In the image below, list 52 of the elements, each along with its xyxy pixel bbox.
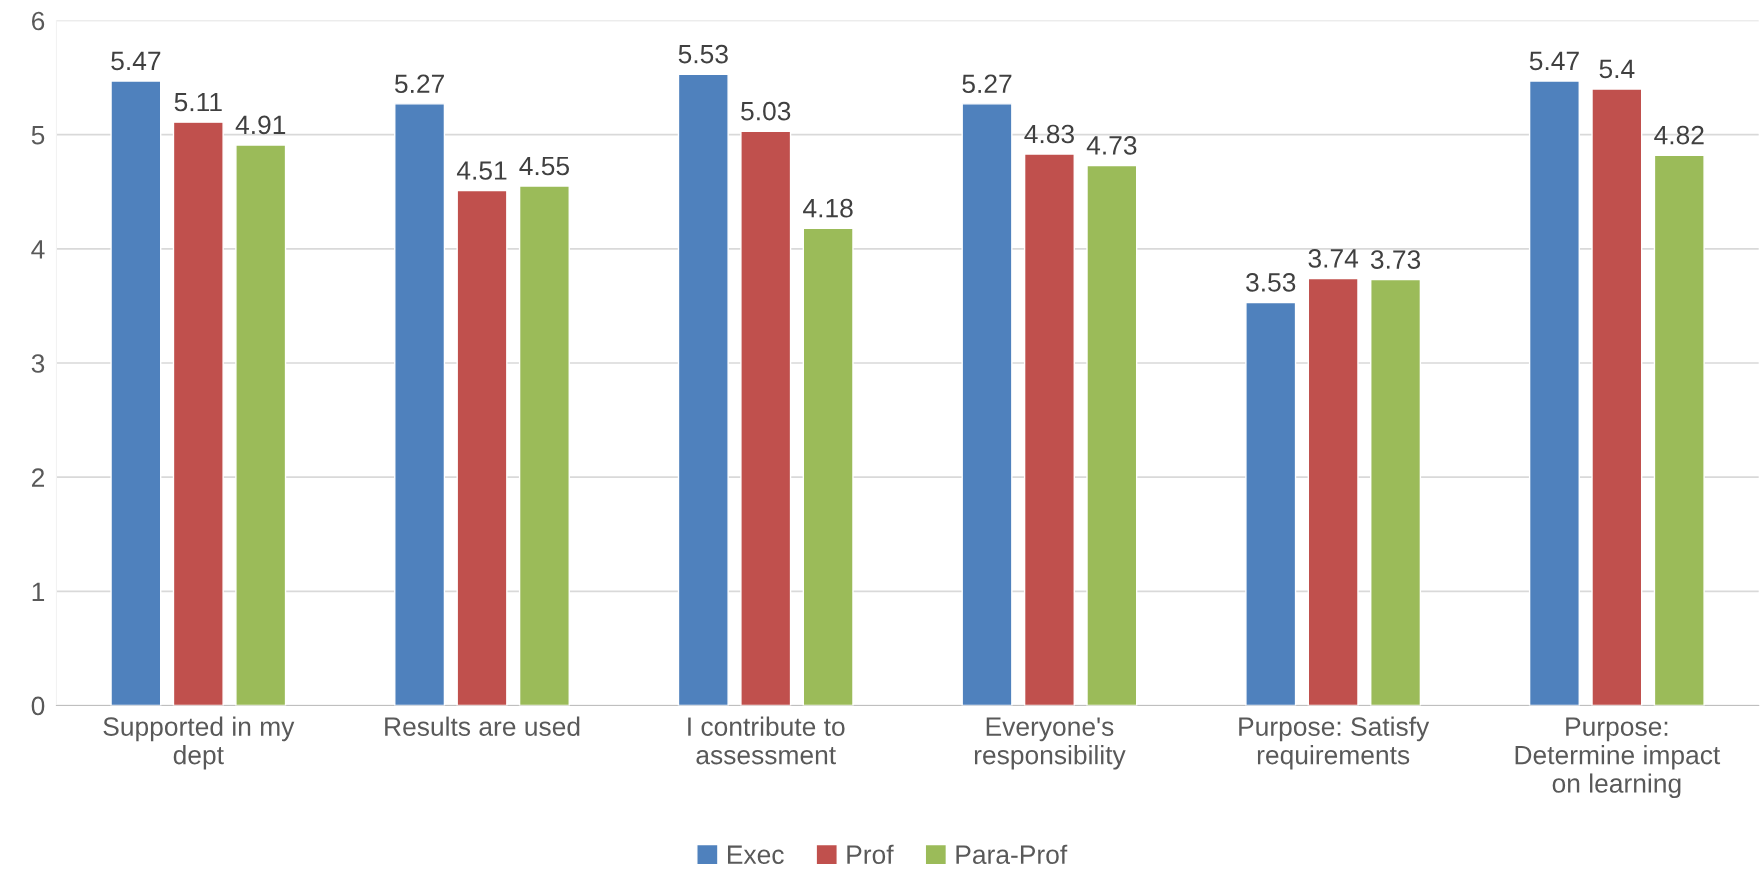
bar [1591, 88, 1643, 706]
bar [1086, 164, 1138, 706]
data-label: 5.47 [111, 51, 161, 71]
data-label: 5.03 [741, 101, 791, 121]
data-label: 4.51 [456, 161, 507, 180]
data-label: 4.83 [1024, 124, 1074, 144]
bar [740, 130, 792, 706]
data-label: 4.82 [1654, 125, 1704, 145]
bar [518, 185, 570, 706]
x-tick-label: Purpose: Satisfy requirements [1239, 716, 1430, 770]
bar [1245, 301, 1297, 706]
y-tick-label: 1 [32, 582, 45, 601]
bar [456, 189, 508, 706]
bar [1528, 80, 1580, 706]
bar [961, 103, 1013, 706]
data-label: 5.27 [962, 74, 1012, 94]
bar [1653, 154, 1705, 706]
data-label: 3.53 [1246, 273, 1296, 292]
x-tick-label: I contribute to assessment [688, 716, 845, 765]
bar [110, 80, 162, 706]
x-tick-label: Everyone's responsibility [974, 717, 1126, 770]
bar [172, 121, 224, 706]
y-tick-label: 4 [31, 240, 45, 259]
data-label: 4.73 [1086, 136, 1137, 155]
bar [1307, 277, 1359, 706]
data-label: 5.27 [394, 74, 444, 94]
data-label: 3.74 [1308, 249, 1359, 268]
legend-label: Prof [847, 844, 894, 865]
data-label: 5.47 [1529, 51, 1579, 71]
x-tick-label: Results are used [385, 716, 580, 736]
bar [1370, 278, 1422, 706]
y-tick-label: 5 [31, 126, 45, 145]
bar [802, 227, 854, 706]
data-label: 4.18 [803, 198, 853, 218]
y-tick-label: 6 [32, 11, 45, 31]
y-tick-label: 3 [31, 354, 45, 373]
legend-label: Para-Prof [956, 844, 1068, 865]
data-label: 4.55 [519, 156, 570, 176]
y-tick-label: 2 [31, 468, 45, 487]
bar [1023, 153, 1075, 706]
legend-label: Exec [727, 845, 784, 865]
bar [677, 73, 729, 706]
bar [394, 103, 446, 706]
bar [235, 144, 287, 706]
data-label: 5.11 [174, 92, 222, 112]
data-label: 5.4 [1599, 59, 1635, 79]
data-label: 5.53 [678, 44, 728, 64]
data-label: 3.73 [1370, 250, 1421, 269]
y-tick-label: 0 [31, 696, 45, 716]
data-label: 4.91 [235, 115, 286, 135]
x-tick-label: Supported in my dept [103, 716, 295, 770]
x-tick-label: Purpose: Determine impact on learning [1515, 717, 1721, 799]
